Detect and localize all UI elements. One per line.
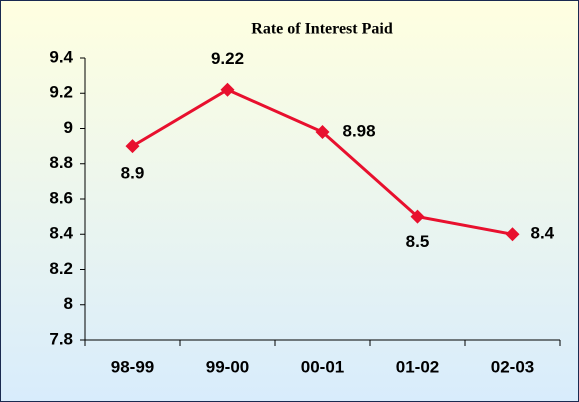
data-label: 8.5 [406, 232, 430, 251]
y-tick-label: 8.8 [49, 153, 73, 172]
x-tick-label: 01-02 [396, 357, 439, 376]
x-tick-label: 00-01 [301, 357, 344, 376]
marker [505, 227, 520, 242]
y-tick-label: 8 [64, 294, 73, 313]
x-tick-label: 98-99 [111, 357, 154, 376]
y-tick-label: 8.2 [49, 259, 73, 278]
chart-title: Rate of Interest Paid [251, 21, 393, 38]
marker [125, 139, 140, 154]
data-label: 8.9 [121, 164, 145, 183]
data-label: 8.98 [343, 122, 376, 141]
data-label: 8.4 [531, 224, 555, 243]
y-tick-label: 9.4 [49, 47, 73, 66]
marker [410, 209, 425, 224]
data-label: 9.22 [211, 49, 244, 68]
y-tick-label: 9 [64, 118, 73, 137]
y-tick-label: 7.8 [49, 329, 73, 348]
y-tick-label: 8.4 [49, 224, 73, 243]
y-tick-label: 8.6 [49, 188, 73, 207]
x-tick-label: 02-03 [491, 357, 534, 376]
y-tick-label: 9.2 [49, 83, 73, 102]
marker [315, 125, 330, 140]
marker [220, 82, 235, 97]
x-tick-label: 99-00 [206, 357, 249, 376]
